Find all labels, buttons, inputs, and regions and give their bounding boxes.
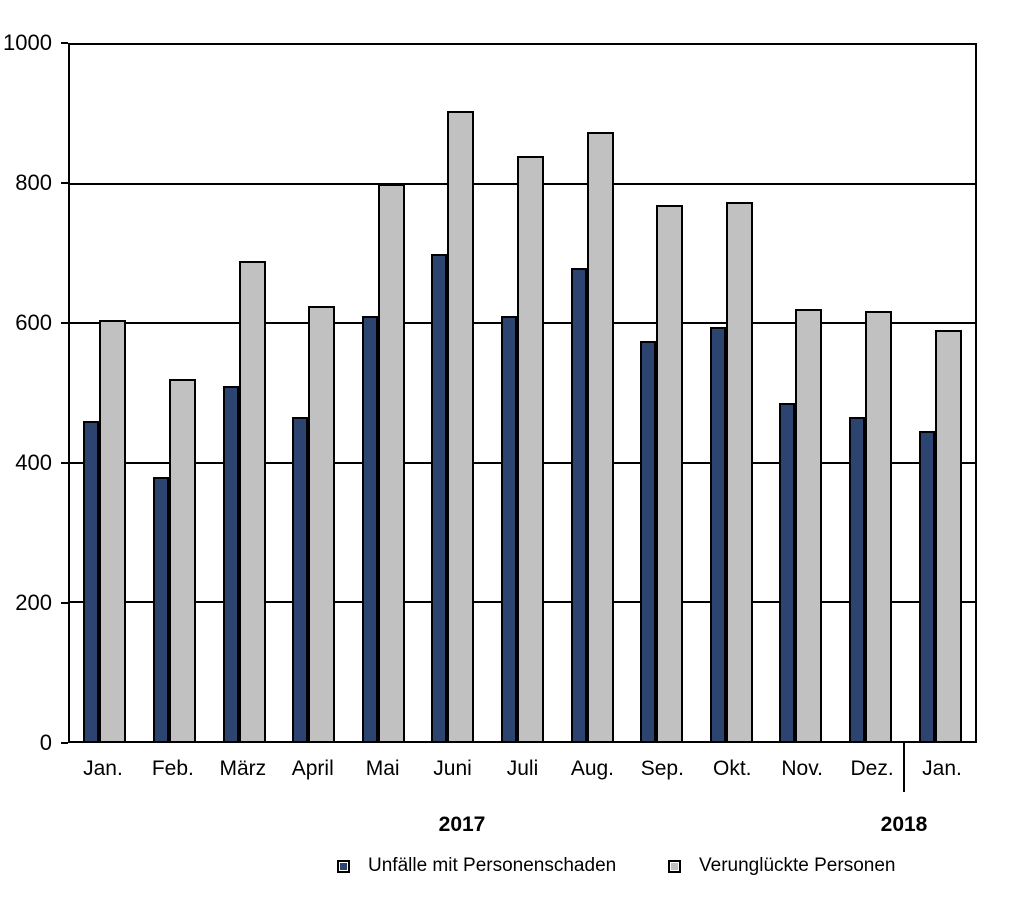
bar-group-9	[627, 45, 697, 741]
bar-group-10	[696, 45, 766, 741]
legend-marker-unfaelle-icon	[337, 859, 350, 873]
y-axis-label-800: 800	[15, 170, 52, 195]
bar-verunglueckte-3	[238, 260, 266, 741]
bar-unfaelle-5	[361, 316, 378, 741]
bar-unfaelle-6	[431, 253, 448, 741]
bar-unfaelle-3	[222, 386, 239, 741]
month-label-4: April	[291, 757, 334, 780]
bar-group-6	[418, 45, 488, 741]
bar-group-1	[70, 45, 140, 741]
bar-group-5	[348, 45, 418, 741]
bar-verunglueckte-9	[656, 205, 684, 741]
bar-verunglueckte-11	[795, 309, 823, 741]
y-tick-mark-600	[61, 322, 68, 324]
bar-unfaelle-11	[779, 403, 796, 741]
month-label-8: Aug.	[570, 757, 615, 780]
y-axis-label-400: 400	[15, 450, 52, 475]
plot-area	[68, 43, 977, 743]
month-label-3: März	[219, 757, 267, 780]
bar-verunglueckte-1	[99, 319, 127, 741]
y-tick-mark-400	[61, 462, 68, 464]
y-tick-mark-0	[61, 742, 68, 744]
bar-unfaelle-2	[152, 476, 169, 741]
bar-groups	[70, 45, 975, 741]
bar-unfaelle-1	[83, 420, 100, 741]
bar-verunglueckte-7	[516, 156, 544, 741]
bar-group-8	[557, 45, 627, 741]
y-axis-ticks	[61, 42, 68, 744]
y-axis: 0 200 400 600 800 1000	[0, 31, 52, 755]
month-label-13: Jan.	[922, 757, 962, 780]
bar-group-7	[488, 45, 558, 741]
legend-item-verunglueckte: Verunglückte Personen	[668, 855, 895, 877]
year-label-2017: 2017	[438, 813, 486, 836]
bar-group-12	[836, 45, 906, 741]
year-label-2018: 2018	[880, 813, 928, 836]
bar-unfaelle-10	[709, 326, 726, 741]
bar-group-3	[209, 45, 279, 741]
bar-group-2	[140, 45, 210, 741]
legend-label-unfaelle: Unfälle mit Personenschaden	[368, 855, 617, 876]
legend-label-verunglueckte: Verunglückte Personen	[699, 855, 896, 876]
bar-verunglueckte-5	[377, 184, 405, 741]
y-axis-label-600: 600	[15, 310, 52, 335]
x-axis-month-labels: Jan. Feb. März April Mai Juni Juli Aug. Sep. Okt.…	[68, 745, 977, 793]
bar-verunglueckte-4	[308, 306, 336, 741]
year-separator-line	[903, 743, 905, 792]
bar-unfaelle-7	[500, 316, 517, 741]
bar-unfaelle-4	[292, 417, 309, 741]
bar-verunglueckte-8	[586, 132, 614, 741]
y-axis-label-200: 200	[15, 590, 52, 615]
legend-item-unfaelle: Unfälle mit Personenschaden	[337, 855, 616, 877]
month-label-11: Nov.	[781, 757, 823, 780]
bar-group-13	[905, 45, 975, 741]
month-label-1: Jan.	[83, 757, 123, 780]
bar-verunglueckte-6	[447, 111, 475, 741]
bar-unfaelle-12	[849, 417, 865, 741]
y-tick-mark-800	[61, 182, 68, 184]
bar-verunglueckte-12	[865, 310, 892, 741]
month-label-6: Juni	[433, 757, 472, 780]
bar-group-11	[766, 45, 836, 741]
month-label-9: Sep.	[640, 757, 684, 780]
bar-verunglueckte-10	[725, 201, 753, 741]
month-label-5: Mai	[365, 757, 400, 780]
y-axis-label-1000: 1000	[3, 30, 52, 55]
month-label-12: Dez.	[850, 757, 894, 780]
bar-group-4	[279, 45, 349, 741]
bar-unfaelle-8	[570, 267, 587, 741]
month-label-7: Juli	[506, 757, 539, 780]
y-tick-mark-1000	[61, 42, 68, 44]
bar-unfaelle-13	[918, 431, 935, 741]
bar-verunglueckte-13	[934, 330, 962, 741]
bar-unfaelle-9	[640, 340, 657, 741]
month-label-10: Okt.	[713, 757, 752, 780]
bar-verunglueckte-2	[168, 379, 196, 741]
month-label-2: Feb.	[151, 757, 194, 780]
y-tick-mark-200	[61, 602, 68, 604]
y-axis-label-0: 0	[39, 730, 52, 755]
legend-marker-verunglueckte-icon	[668, 859, 681, 873]
